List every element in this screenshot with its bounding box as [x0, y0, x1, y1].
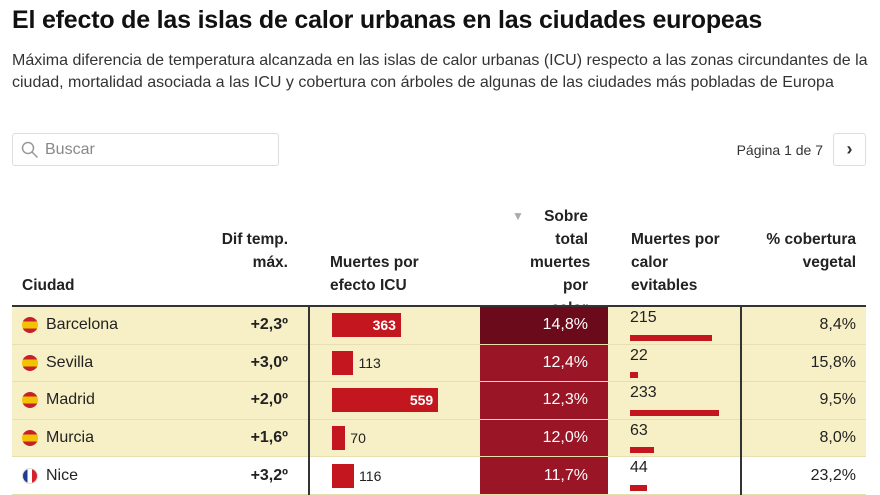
cell-sobre: 12,3%	[480, 382, 608, 419]
search-input[interactable]	[45, 140, 265, 159]
cell-sobre: 12,0%	[480, 419, 608, 457]
cell-icu: 559	[332, 382, 439, 419]
header-evit[interactable]: Muertes por calor evitables	[631, 231, 720, 294]
flag-icon	[22, 392, 38, 409]
cell-ciudad: Sevilla	[22, 345, 93, 382]
flag-icon	[22, 317, 38, 334]
cell-cob: 23,2%	[810, 466, 856, 484]
pagination: Página 1 de 7 ›	[737, 133, 866, 166]
cell-sobre: 11,7%	[480, 457, 608, 494]
cell-ciudad: Murcia	[22, 420, 94, 457]
cell-dif: +2,3º	[250, 316, 288, 334]
cell-evit: 215	[624, 307, 740, 344]
header-divider	[12, 305, 866, 307]
cell-ciudad: Nice	[22, 457, 78, 494]
cell-cob: 8,4%	[819, 316, 856, 334]
header-sobre[interactable]: Sobre total muertes por calor	[530, 208, 591, 317]
evitables-bar	[630, 372, 639, 379]
header-ciudad[interactable]: Ciudad	[22, 277, 75, 294]
cell-sobre: 14,8%	[480, 307, 608, 344]
column-divider	[740, 307, 742, 495]
icu-bar	[332, 350, 354, 375]
sort-down-icon[interactable]: ▼	[512, 209, 524, 223]
cell-dif: +3,2º	[250, 466, 288, 484]
header-icu[interactable]: Muertes por efecto ICU	[330, 254, 419, 294]
evitables-bar	[630, 409, 719, 416]
icu-bar: 559	[332, 388, 439, 413]
table-row[interactable]: Sevilla +3,0º 113 12,4% 22 15,8%	[12, 344, 866, 383]
table-row[interactable]: Madrid +2,0º 559 12,3% 233 9,5%	[12, 382, 866, 420]
evitables-bar	[630, 447, 654, 454]
icu-bar	[332, 426, 346, 451]
cell-evit: 63	[624, 420, 740, 457]
cell-cob: 15,8%	[810, 353, 856, 371]
flag-icon	[22, 354, 38, 371]
cell-icu: 116	[332, 457, 381, 494]
table-row[interactable]: Murcia +1,6º 70 12,0% 63 8,0%	[12, 419, 866, 458]
header-dif[interactable]: Dif temp. máx.	[221, 231, 288, 271]
page-label: Página 1 de 7	[736, 141, 823, 158]
cell-evit: 233	[624, 382, 740, 419]
cell-ciudad: Barcelona	[22, 307, 118, 344]
cell-evit: 22	[624, 345, 740, 382]
table-row[interactable]: Nice +3,2º 116 11,7% 44 23,2%	[12, 457, 866, 495]
subtitle: Máxima diferencia de temperatura alcanza…	[12, 52, 868, 91]
evitables-bar	[630, 484, 647, 491]
table-row[interactable]: Barcelona +2,3º 363 14,8% 215 8,4%	[12, 307, 866, 345]
cell-dif: +3,0º	[250, 353, 288, 371]
cell-icu: 363	[332, 307, 401, 344]
search-icon	[21, 141, 39, 158]
cell-icu: 70	[332, 420, 366, 457]
flag-icon	[22, 430, 38, 447]
icu-bar: 363	[332, 313, 401, 338]
cell-icu: 113	[332, 345, 381, 382]
cell-ciudad: Madrid	[22, 382, 95, 419]
cell-cob: 8,0%	[819, 429, 856, 447]
cell-dif: +2,0º	[250, 391, 288, 409]
header-cob[interactable]: % cobertura vegetal	[766, 231, 856, 271]
cell-dif: +1,6º	[250, 429, 288, 447]
next-page-button[interactable]: ›	[833, 133, 866, 166]
cell-cob: 9,5%	[819, 391, 856, 409]
chevron-right-icon: ›	[846, 139, 853, 159]
flag-icon	[22, 467, 38, 484]
page-title: El efecto de las islas de calor urbanas …	[12, 6, 763, 34]
icu-bar	[332, 463, 355, 488]
cell-evit: 44	[624, 457, 740, 494]
search-box[interactable]	[12, 133, 279, 166]
cell-sobre: 12,4%	[480, 344, 608, 382]
evitables-bar	[630, 334, 712, 341]
column-divider	[308, 307, 310, 495]
